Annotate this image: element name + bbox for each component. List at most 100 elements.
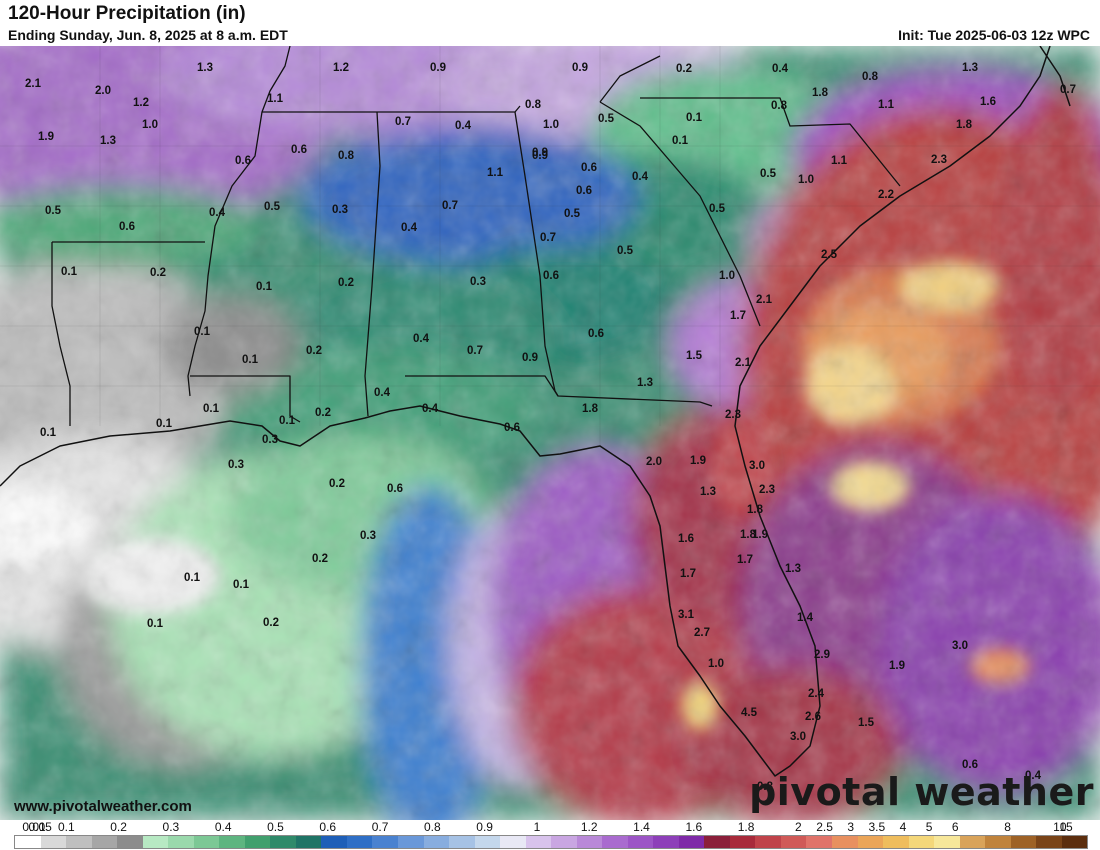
precip-value-label: 4.5 bbox=[741, 707, 758, 719]
precip-value-label: 0.5 bbox=[264, 201, 281, 213]
precip-value-label: 0.1 bbox=[203, 403, 220, 415]
precip-value-label: 0.6 bbox=[581, 162, 597, 174]
precip-value-label: 0.1 bbox=[256, 281, 273, 293]
legend-label: 0.1 bbox=[57, 820, 75, 834]
precip-value-label: 0.6 bbox=[576, 185, 592, 197]
precip-value-label: 0.3 bbox=[262, 434, 278, 446]
precip-value-label: 1.9 bbox=[38, 131, 54, 143]
legend-swatch bbox=[551, 836, 577, 848]
legend-swatch bbox=[1010, 836, 1037, 848]
precip-value-label: 0.1 bbox=[672, 135, 689, 147]
legend-swatch bbox=[1061, 836, 1088, 848]
precip-value-label: 0.2 bbox=[315, 407, 331, 419]
legend-swatch bbox=[525, 836, 552, 848]
legend-swatch bbox=[270, 836, 296, 848]
precip-value-label: 0.3 bbox=[360, 530, 376, 542]
legend-swatch bbox=[168, 836, 194, 848]
legend-swatch bbox=[627, 836, 654, 848]
legend-swatch bbox=[780, 836, 807, 848]
precip-value-label: 2.3 bbox=[759, 484, 775, 496]
legend-label: 15 bbox=[1059, 820, 1073, 834]
precip-value-label: 2.3 bbox=[725, 409, 741, 421]
legend-labels: 0.01 0.05 0.1 0.2 0.3 0.4 0.5 0.6 0.7 0.8 0.9 1 1.2 1… bbox=[0, 820, 1100, 834]
legend-swatch bbox=[244, 836, 271, 848]
legend-swatch bbox=[295, 836, 322, 848]
precip-value-label: 2.1 bbox=[25, 78, 42, 90]
precip-value-label: 0.8 bbox=[771, 100, 788, 112]
precip-value-label: 0.1 bbox=[147, 618, 164, 630]
precip-value-label: 0.4 bbox=[455, 120, 472, 132]
precip-value-label: 2.3 bbox=[931, 154, 947, 166]
precip-value-label: 1.6 bbox=[980, 96, 996, 108]
precip-value-label: 1.9 bbox=[752, 529, 768, 541]
legend-label: 0.05 bbox=[28, 820, 52, 834]
legend-swatch bbox=[117, 836, 143, 848]
legend-swatch bbox=[678, 836, 705, 848]
precip-value-label: 1.9 bbox=[690, 455, 706, 467]
precip-value-label: 0.5 bbox=[617, 245, 634, 257]
precip-value-label: 0.8 bbox=[338, 150, 355, 162]
precip-value-label: 0.5 bbox=[598, 113, 615, 125]
legend-swatch bbox=[91, 836, 118, 848]
legend-swatch bbox=[832, 836, 858, 848]
legend-label: 0.3 bbox=[162, 820, 180, 834]
legend-label: 1.2 bbox=[580, 820, 598, 834]
precip-value-label: 1.3 bbox=[100, 135, 116, 147]
precip-value-label: 1.2 bbox=[133, 97, 149, 109]
precip-value-label: 0.5 bbox=[564, 208, 581, 220]
precip-value-label: 1.7 bbox=[680, 568, 696, 580]
precip-value-label: 0.2 bbox=[676, 63, 692, 75]
precip-value-label: 0.9 bbox=[532, 150, 548, 162]
precip-value-label: 1.3 bbox=[197, 62, 213, 74]
legend-swatch bbox=[15, 836, 41, 848]
texture-overlay bbox=[0, 46, 1100, 820]
legend-label: 5 bbox=[925, 820, 933, 834]
legend-label: 1.8 bbox=[737, 820, 755, 834]
precip-value-label: 3.1 bbox=[678, 609, 695, 621]
precip-value-label: 2.1 bbox=[735, 357, 752, 369]
precip-value-label: 2.4 bbox=[808, 688, 825, 700]
precip-value-label: 0.8 bbox=[862, 71, 879, 83]
precip-value-label: 1.7 bbox=[730, 310, 746, 322]
precip-value-label: 1.3 bbox=[785, 563, 801, 575]
precip-value-label: 0.1 bbox=[242, 354, 259, 366]
precip-value-label: 2.9 bbox=[814, 649, 830, 661]
precip-value-label: 0.3 bbox=[470, 276, 486, 288]
legend-swatch bbox=[806, 836, 832, 848]
legend-swatch bbox=[193, 836, 220, 848]
precip-value-label: 2.1 bbox=[756, 294, 773, 306]
precip-value-label: 0.6 bbox=[387, 483, 403, 495]
precip-value-label: 0.9 bbox=[572, 62, 588, 74]
precip-value-label: 1.0 bbox=[708, 658, 724, 670]
legend-label: 3.5 bbox=[868, 820, 886, 834]
precip-value-label: 0.3 bbox=[228, 459, 244, 471]
legend-label: 2 bbox=[795, 820, 802, 834]
precip-value-label: 1.1 bbox=[831, 155, 848, 167]
precip-value-label: 1.5 bbox=[858, 717, 875, 729]
coastline bbox=[0, 46, 1071, 777]
precip-value-label: 1.3 bbox=[962, 62, 978, 74]
precip-value-label: 2.5 bbox=[821, 249, 838, 261]
precip-value-label: 0.9 bbox=[522, 352, 538, 364]
precip-value-label: 0.6 bbox=[119, 221, 135, 233]
website-url[interactable]: www.pivotalweather.com bbox=[14, 798, 192, 815]
legend-swatch bbox=[883, 836, 909, 848]
legend-swatch bbox=[857, 836, 884, 848]
precip-value-label: 1.6 bbox=[678, 533, 694, 545]
precip-value-label: 0.4 bbox=[1025, 770, 1042, 782]
precip-value-label: 0.7 bbox=[395, 116, 411, 128]
precip-value-label: 1.0 bbox=[719, 270, 735, 282]
legend-swatch bbox=[985, 836, 1011, 848]
legend-swatch bbox=[397, 836, 424, 848]
precip-value-label: 0.2 bbox=[150, 267, 166, 279]
county-grid bbox=[0, 46, 1100, 446]
precip-value-label: 2.0 bbox=[646, 456, 662, 468]
legend-swatch bbox=[449, 836, 475, 848]
precipitation-map[interactable]: 2.1 2.0 1.3 1.2 0.9 0.9 0.2 0.4 0.8 1.3 1.2 1.1 0.8 0… bbox=[0, 46, 1100, 820]
precip-value-label: 1.8 bbox=[812, 87, 829, 99]
precip-value-label: 0.6 bbox=[504, 422, 520, 434]
legend-swatch bbox=[1036, 836, 1062, 848]
precip-value-label: 1.8 bbox=[740, 529, 757, 541]
init-time: Init: Tue 2025-06-03 12z WPC bbox=[898, 27, 1090, 43]
precip-value-label: 0.4 bbox=[772, 63, 789, 75]
